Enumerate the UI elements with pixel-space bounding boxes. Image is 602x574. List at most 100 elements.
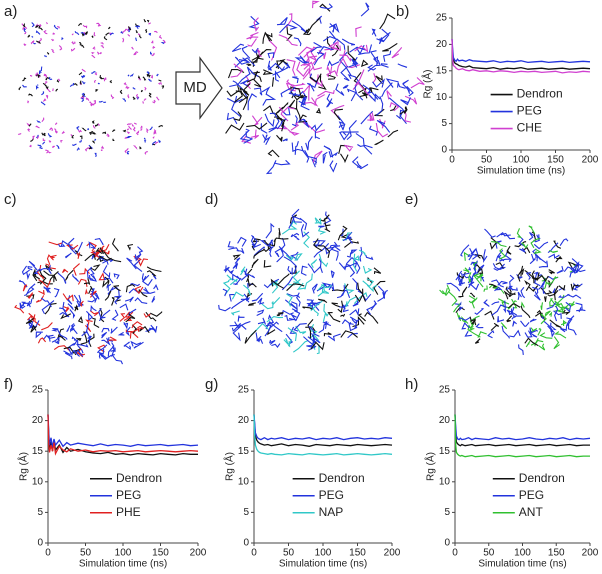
bond [52, 39, 54, 40]
bond [111, 350, 115, 355]
bond [49, 77, 52, 80]
bond [241, 129, 249, 140]
bond [262, 88, 269, 95]
y-axis-label: Rg (Å) [223, 452, 236, 481]
bond [72, 144, 76, 145]
bond [545, 296, 547, 302]
bond [539, 261, 548, 268]
bond [145, 140, 146, 143]
bond [371, 301, 376, 311]
bond [155, 142, 158, 144]
x-tick-label: 0 [45, 548, 51, 559]
bond [510, 275, 514, 287]
bond [252, 48, 258, 53]
bond [128, 35, 130, 37]
bond [557, 266, 563, 273]
bond [475, 309, 483, 315]
bond [95, 139, 96, 140]
bond [38, 121, 40, 122]
bond [549, 270, 555, 274]
bond [242, 46, 250, 58]
bond [485, 311, 494, 319]
bond [488, 331, 494, 338]
bond [91, 306, 97, 311]
bond [151, 75, 153, 78]
bond [102, 147, 104, 149]
bond [311, 43, 322, 53]
bond [123, 29, 126, 33]
bond [509, 331, 520, 337]
x-tick-label: 50 [283, 548, 295, 559]
bond [92, 36, 93, 38]
bond [526, 341, 530, 347]
bond [72, 41, 74, 43]
x-tick-label: 200 [384, 548, 401, 559]
bond [120, 90, 122, 94]
bond [281, 88, 290, 97]
legend-label: Dendron [319, 471, 365, 485]
bond [162, 86, 164, 89]
y-tick-label: 0 [243, 538, 249, 549]
bond [491, 323, 499, 330]
bond [44, 31, 47, 34]
bond [560, 328, 566, 332]
bond [147, 72, 149, 74]
bond [344, 266, 355, 277]
bond [59, 308, 65, 311]
bond [128, 75, 129, 76]
bond [277, 251, 284, 262]
bond [19, 87, 20, 90]
x-axis-label: Simulation time (ns) [79, 559, 167, 569]
bond [110, 80, 112, 83]
x-axis-label: Simulation time (ns) [477, 166, 565, 177]
x-tick-label: 100 [315, 548, 332, 559]
bond [32, 36, 33, 37]
x-tick-label: 50 [483, 548, 495, 559]
bond [232, 298, 248, 309]
molecule [72, 23, 114, 58]
bond [305, 98, 317, 106]
bond [70, 310, 75, 318]
bond [96, 90, 98, 92]
bond [258, 318, 266, 325]
series-line [48, 415, 198, 454]
bond [142, 273, 146, 281]
bond [61, 141, 63, 143]
bond [41, 92, 43, 95]
bond [127, 258, 137, 269]
bond [319, 218, 321, 224]
bond [313, 1, 318, 8]
bond [334, 109, 343, 120]
bond [123, 38, 124, 42]
bond [149, 93, 151, 97]
bond [490, 238, 496, 249]
bond [331, 271, 334, 278]
bond [508, 288, 517, 291]
bond [38, 290, 44, 295]
bond [49, 141, 51, 143]
bond [120, 332, 125, 335]
bond [252, 116, 262, 125]
bond [95, 239, 104, 245]
bond [79, 317, 83, 322]
y-tick-label: 10 [32, 476, 44, 487]
x-tick-label: 200 [190, 548, 207, 559]
bond [325, 223, 330, 232]
bond [227, 275, 233, 281]
bond [559, 294, 569, 297]
x-tick-label: 150 [548, 548, 565, 559]
bond [127, 129, 129, 130]
bond [521, 321, 530, 326]
bond [252, 259, 258, 268]
bond [44, 56, 46, 57]
bond [44, 99, 46, 101]
bond [535, 249, 540, 253]
bond [277, 17, 287, 24]
y-axis-label: Rg (Å) [421, 70, 434, 99]
bond [238, 316, 244, 322]
bond [97, 52, 99, 55]
bond [28, 35, 30, 37]
bond [348, 89, 356, 101]
series-line [254, 415, 392, 455]
bond [405, 106, 406, 109]
